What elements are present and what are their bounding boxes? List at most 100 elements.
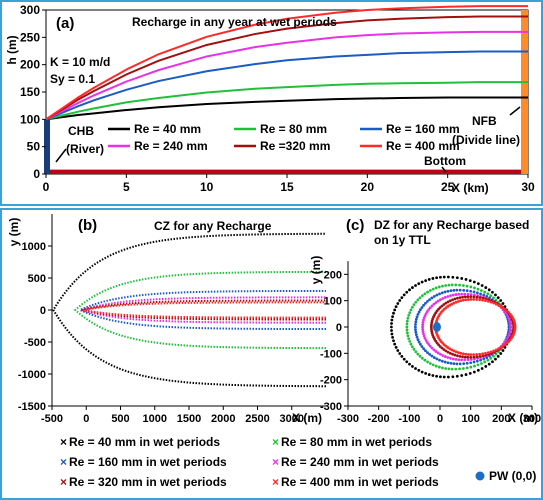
delineation-point-c <box>417 310 421 314</box>
x-tick-label-c: 100 <box>461 413 479 425</box>
y-axis-label-a: h (m) <box>5 35 19 64</box>
delineation-point-c <box>421 294 424 298</box>
delineation-point-c <box>457 351 460 355</box>
delineation-point-c <box>447 283 451 287</box>
legend-marker-b: × <box>60 435 67 449</box>
delineation-point-c <box>396 349 400 352</box>
delineation-point-c <box>464 298 468 302</box>
delineation-point-c <box>444 367 448 370</box>
delineation-point-c <box>460 277 464 280</box>
delineation-point-c <box>484 299 487 303</box>
y-tick-label-a: 50 <box>27 140 41 154</box>
delineation-point-c <box>451 375 455 379</box>
delineation-point-c <box>430 327 433 331</box>
delineation-point-c <box>466 358 470 362</box>
delineation-point-c <box>452 349 456 353</box>
delineation-point-c <box>434 286 438 290</box>
legend-label-a: Re = 240 mm <box>134 139 208 153</box>
delineation-point-c <box>494 293 497 297</box>
capture-zone-curve-b <box>77 289 327 331</box>
delineation-point-c <box>463 295 467 299</box>
delineation-point-c <box>442 375 446 379</box>
delineation-point-c <box>460 358 463 362</box>
delineation-point-c <box>432 356 436 359</box>
delineation-point-c <box>461 367 465 370</box>
delineation-point-c <box>430 319 434 323</box>
delineation-point-c <box>454 300 458 304</box>
delineation-point-c <box>407 337 411 341</box>
delineation-point-c <box>463 355 467 359</box>
delineation-point-c <box>391 336 394 339</box>
delineation-point-c <box>408 288 411 292</box>
delineation-point-c <box>449 356 452 360</box>
delineation-point-c <box>483 290 487 294</box>
delineation-point-c <box>457 299 460 303</box>
delineation-point-c <box>431 363 435 367</box>
x-tick-label-b: 0 <box>83 413 89 425</box>
delineation-point-c <box>497 303 501 307</box>
delineation-point-c <box>503 307 507 311</box>
delineation-point-c <box>408 362 411 366</box>
y-tick-label-b: -500 <box>24 337 46 349</box>
delineation-point-c <box>426 290 429 294</box>
delineation-point-c <box>496 355 500 358</box>
delineation-point-c <box>443 290 447 294</box>
delineation-point-c <box>454 350 458 354</box>
x-tick-label-c: 300 <box>523 413 541 425</box>
delineation-point-c <box>446 289 450 293</box>
delineation-point-c <box>423 314 427 318</box>
delineation-point-c <box>430 321 434 325</box>
delineation-point-c <box>435 293 439 297</box>
panel-a-frame: 0 5 10 15 20 25 30 0 50 100 150 200 250 300 X (km) h (m… <box>0 0 543 206</box>
delineation-point-c <box>499 299 503 302</box>
delineation-point-c <box>428 352 432 356</box>
delineation-point-c <box>460 374 464 377</box>
x-tick-label-b: 2500 <box>245 413 269 425</box>
y-tick-label-c: -100 <box>320 348 342 360</box>
delineation-point-c <box>455 288 459 292</box>
capture-zone-curve-b <box>82 299 327 321</box>
delineation-point-c <box>446 295 450 298</box>
delineation-point-c <box>489 356 493 360</box>
delineation-point-c <box>489 300 493 304</box>
delineation-point-c <box>486 299 490 303</box>
delineation-point-c <box>441 366 444 370</box>
delineation-point-c <box>393 308 397 312</box>
delineation-point-c <box>475 359 479 363</box>
delineation-point-c <box>424 338 428 342</box>
delineation-point-c <box>409 308 413 312</box>
capture-zone-curve-b <box>82 301 327 319</box>
delineation-point-c <box>426 360 429 364</box>
delineation-point-c <box>452 288 456 292</box>
delineation-point-c <box>494 348 498 352</box>
delineation-point-c <box>469 365 473 369</box>
y-tick-label-a: 200 <box>20 58 40 72</box>
capture-zone-curve-b <box>52 232 327 388</box>
delineation-point-c <box>446 375 450 379</box>
chart-title-b: CZ for any Recharge <box>154 219 272 233</box>
delineation-point-c <box>487 288 491 292</box>
delineation-point-c <box>465 361 469 365</box>
delineation-point-c <box>453 353 457 357</box>
delineation-point-c <box>443 296 447 299</box>
annotation-nfb: NFB <box>472 114 497 128</box>
delineation-point-c <box>460 292 463 296</box>
delineation-point-c <box>472 370 476 374</box>
delineation-point-c <box>422 303 426 307</box>
delineation-point-c <box>465 284 469 288</box>
param-k: K = 10 m/d <box>50 55 110 69</box>
delineation-point-c <box>492 301 496 305</box>
legend-marker-b: × <box>272 475 279 489</box>
legend-label-a: Re = 80 mm <box>260 122 327 136</box>
delineation-point-c <box>434 301 438 304</box>
delineation-point-c <box>484 351 487 355</box>
x-axis-label-c: X (m) <box>508 411 538 425</box>
delineation-point-c <box>440 359 444 363</box>
delineation-point-c <box>390 322 393 325</box>
delineation-point-c <box>419 308 422 312</box>
delineation-point-c <box>416 352 420 356</box>
delineation-point-c <box>390 332 394 336</box>
delineation-point-c <box>434 364 438 368</box>
delineation-point-c <box>421 330 425 333</box>
delineation-point-c <box>392 339 395 343</box>
